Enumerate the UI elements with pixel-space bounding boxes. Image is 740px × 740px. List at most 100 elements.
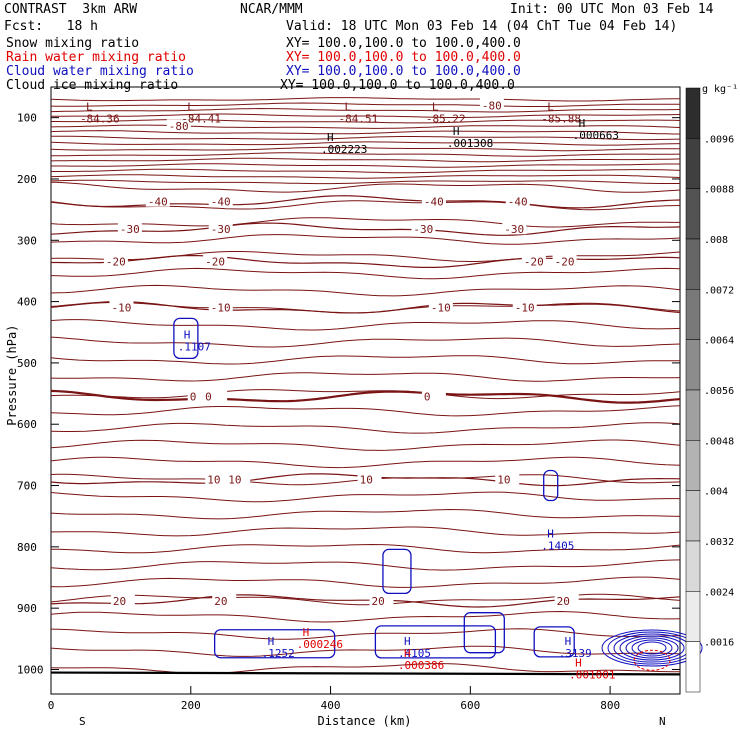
isotherm-label-bg bbox=[166, 119, 191, 132]
x-end-label-north: N bbox=[659, 715, 666, 728]
x-end-label-south: S bbox=[79, 715, 86, 728]
extremum-mark: H bbox=[404, 635, 411, 648]
extremum-value: .1252 bbox=[262, 647, 295, 660]
isotherm-label: -40 bbox=[424, 196, 444, 209]
cloud-water-contour bbox=[625, 637, 679, 659]
isotherm-label-bg bbox=[411, 222, 436, 235]
isotherm-label: -10 bbox=[515, 302, 535, 315]
isotherm-label-bg bbox=[521, 254, 546, 267]
isotherm-line bbox=[50, 157, 681, 163]
isotherm-line--30 bbox=[50, 222, 681, 236]
isotherm-line bbox=[50, 628, 681, 640]
colorbar-swatch bbox=[685, 591, 701, 642]
isotherm-label-bg bbox=[512, 300, 537, 313]
y-tick-label: 900 bbox=[17, 602, 37, 615]
isotherm-line bbox=[51, 152, 681, 157]
cloud-water-contour bbox=[374, 625, 497, 659]
y-axis-title: Pressure (hPa) bbox=[5, 325, 19, 426]
isotherm-label: 10 bbox=[497, 473, 510, 486]
y-tick-label: 300 bbox=[17, 234, 37, 247]
extremum-mark: H bbox=[575, 656, 582, 669]
colorbar-swatch bbox=[685, 641, 701, 693]
isotherm-line bbox=[51, 168, 681, 174]
isotherm-line bbox=[50, 372, 681, 382]
isotherm-line bbox=[50, 181, 681, 193]
isotherm-line bbox=[51, 543, 681, 554]
cloud-water-contour bbox=[173, 317, 199, 360]
colorbar-swatch bbox=[685, 289, 701, 340]
colorbar-swatch bbox=[685, 87, 701, 139]
isotherm-label-bg bbox=[495, 472, 520, 485]
y-tick-label: 700 bbox=[17, 480, 37, 493]
extremum-value: .1405 bbox=[541, 540, 574, 553]
extremum-mark: L bbox=[86, 100, 93, 113]
x-tick-label: 200 bbox=[181, 699, 201, 712]
colorbar-tick-label: .0088 bbox=[704, 185, 734, 196]
isotherm-line bbox=[50, 422, 681, 434]
extremum-value: .001001 bbox=[569, 668, 615, 681]
isotherm-label: -30 bbox=[120, 223, 140, 236]
extremum-mark: L bbox=[432, 100, 439, 113]
colorbar-swatch bbox=[685, 339, 701, 391]
extremum-mark: H bbox=[547, 528, 554, 541]
org-label: NCAR/MMM bbox=[240, 2, 303, 17]
isotherm-label-bg bbox=[110, 593, 135, 606]
cloud-water-contour bbox=[543, 469, 559, 502]
colorbar-tick-label: .0064 bbox=[704, 336, 734, 347]
isotherm-label-bg bbox=[554, 593, 579, 606]
isotherm-line bbox=[50, 251, 681, 262]
isotherm-label-bg bbox=[226, 472, 251, 485]
colorbar-swatch bbox=[685, 238, 701, 290]
extremum-mark: L bbox=[187, 100, 194, 113]
y-tick-label: 400 bbox=[17, 296, 37, 309]
isotherm-label-bg bbox=[205, 472, 230, 485]
colorbar-tick-label: .0032 bbox=[704, 537, 734, 548]
cloud-water-contour bbox=[382, 548, 412, 595]
isotherm-line bbox=[50, 234, 681, 245]
cloud-water-contour bbox=[533, 626, 575, 658]
legend-cloud-water-xy: XY= 100.0,100.0 to 100.0,400.0 bbox=[286, 64, 521, 79]
cloud-water-contour bbox=[601, 629, 703, 667]
isotherm-line bbox=[50, 146, 680, 152]
extremum-value: -85.88 bbox=[541, 112, 581, 125]
isotherm-label-bg bbox=[109, 300, 134, 313]
colorbar-swatch bbox=[685, 440, 701, 491]
isotherm-line bbox=[51, 119, 681, 124]
legend-rain-label: Rain water mixing ratio bbox=[6, 50, 187, 65]
isotherm-label: 20 bbox=[113, 595, 126, 608]
extremum-value: -84.51 bbox=[339, 112, 379, 125]
x-tick-label: 400 bbox=[321, 699, 341, 712]
isotherm-label: -10 bbox=[111, 302, 131, 315]
isotherm-line bbox=[51, 163, 680, 168]
isotherm-label-bg bbox=[145, 194, 170, 207]
isotherm-label: 10 bbox=[207, 473, 220, 486]
isotherm-label: 0 bbox=[424, 391, 431, 404]
isotherm-line bbox=[50, 141, 681, 146]
isotherm-line--20 bbox=[51, 254, 681, 268]
isotherm-label: 20 bbox=[557, 595, 570, 608]
y-tick-label: 200 bbox=[17, 173, 37, 186]
isotherm-line--40 bbox=[50, 195, 681, 209]
isotherm-label: 20 bbox=[371, 595, 384, 608]
colorbar-tick-label: .0024 bbox=[704, 587, 734, 598]
extremum-value: -84.36 bbox=[80, 112, 120, 125]
init-time: Init: 00 UTC Mon 03 Feb 14 bbox=[510, 2, 714, 17]
isotherm-label: -20 bbox=[106, 256, 126, 269]
isotherm-label: -20 bbox=[524, 256, 544, 269]
isotherm-line bbox=[50, 97, 680, 102]
isotherm-label-bg bbox=[208, 194, 233, 207]
extremum-value: .000246 bbox=[297, 638, 343, 651]
extremum-value: .1107 bbox=[178, 340, 211, 353]
x-tick-label: 800 bbox=[600, 699, 620, 712]
isotherm-line bbox=[50, 610, 681, 623]
y-tick-label: 500 bbox=[17, 357, 37, 370]
isotherm-label-bg bbox=[479, 98, 504, 111]
forecast-hour: Fcst: 18 h bbox=[4, 19, 98, 34]
cloud-water-contour bbox=[463, 612, 505, 654]
extremum-value: .000663 bbox=[573, 129, 619, 142]
isotherm-label: -40 bbox=[148, 196, 168, 209]
colorbar-tick-label: .0048 bbox=[704, 436, 734, 447]
isotherm-label: -40 bbox=[508, 196, 528, 209]
isotherm-line bbox=[50, 389, 681, 400]
